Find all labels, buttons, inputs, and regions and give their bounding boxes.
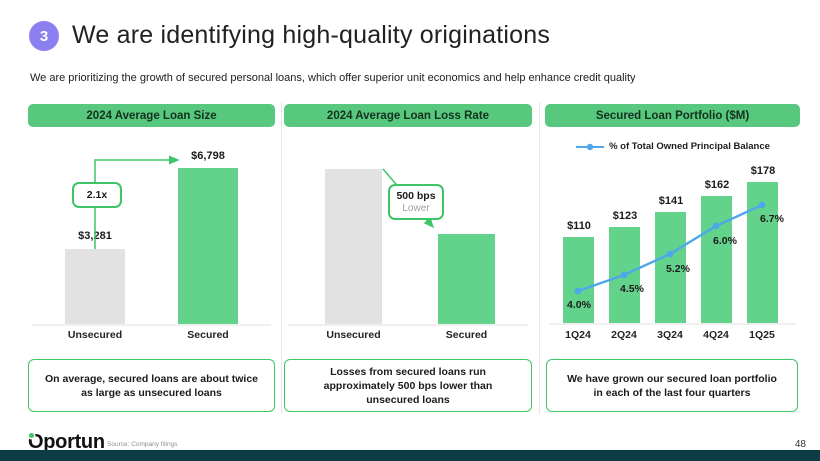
page-number: 48 — [794, 439, 806, 450]
bar-secured — [438, 234, 495, 324]
x-label-unsecured: Unsecured — [326, 329, 381, 341]
source-note: Source: Company filings — [107, 441, 178, 448]
takeaway-loan-size: On average, secured loans are about twic… — [28, 359, 275, 412]
slide-number-badge: 3 — [29, 21, 59, 51]
panel-portfolio: Secured Loan Portfolio ($M) % of Total O… — [545, 100, 800, 415]
line-series-marker-icon — [576, 143, 605, 150]
x-label-unsecured: Unsecured — [67, 329, 123, 341]
bar-value-4q24: $162 — [704, 179, 730, 191]
footer-accent-bar — [0, 450, 820, 461]
takeaway-loss-rate: Losses from secured loans run approximat… — [284, 359, 532, 412]
panel-divider — [539, 102, 540, 414]
panel-divider — [281, 102, 282, 414]
x-label-1q24: 1Q24 — [565, 329, 591, 341]
panel-loss-rate-banner: 2024 Average Loan Loss Rate — [284, 104, 532, 127]
x-label-secured: Secured — [445, 329, 488, 341]
page-subtitle: We are prioritizing the growth of secure… — [30, 72, 636, 84]
bar-value-1q25: $178 — [750, 165, 776, 177]
panel-loan-size-banner: 2024 Average Loan Size — [28, 104, 275, 127]
takeaway-portfolio: We have grown our secured loan portfolio… — [546, 359, 798, 412]
bar-4q24 — [701, 196, 732, 323]
panel-loan-size: 2024 Average Loan Size $3,281 $6,798 2.1… — [28, 100, 275, 415]
bar-unsecured — [65, 249, 125, 324]
bar-secured — [178, 168, 238, 324]
loss-gap-value: 500 bps — [396, 189, 436, 202]
logo-dot-icon — [29, 433, 34, 438]
bar-2q24 — [609, 227, 640, 323]
panel-portfolio-banner: Secured Loan Portfolio ($M) — [545, 104, 800, 127]
multiplier-annotation: 2.1x — [72, 182, 122, 208]
loss-gap-annotation: 500 bps Lower — [388, 184, 444, 220]
x-label-2q24: 2Q24 — [611, 329, 637, 341]
x-axis-line — [32, 324, 271, 326]
bar-value-unsecured: $3,281 — [78, 230, 112, 242]
bar-unsecured — [325, 169, 382, 324]
takeaway-portfolio-text: We have grown our secured loan portfolio… — [567, 372, 777, 399]
bar-1q25 — [747, 182, 778, 323]
panel-loss-rate: 2024 Average Loan Loss Rate 500 bps Lowe… — [284, 100, 532, 415]
x-label-secured: Secured — [187, 329, 229, 341]
loss-gap-qualifier: Lower — [402, 202, 430, 214]
legend-label: % of Total Owned Principal Balance — [609, 141, 770, 152]
x-axis-line — [288, 324, 528, 326]
pct-value-3q24: 5.2% — [666, 263, 690, 275]
x-label-1q25: 1Q25 — [749, 329, 775, 341]
x-axis-line — [549, 323, 796, 325]
company-logo-text: Oportun — [28, 431, 105, 453]
pct-value-2q24: 4.5% — [620, 283, 644, 295]
pct-value-4q24: 6.0% — [713, 235, 737, 247]
pct-value-1q24: 4.0% — [567, 299, 591, 311]
pct-value-1q25: 6.7% — [760, 213, 784, 225]
bar-value-secured: $6,798 — [191, 150, 225, 162]
multiplier-annotation-label: 2.1x — [86, 188, 108, 201]
company-logo: Oportun — [28, 431, 105, 454]
page-title: We are identifying high-quality originat… — [72, 21, 551, 49]
x-label-4q24: 4Q24 — [703, 329, 729, 341]
takeaway-loss-rate-text: Losses from secured loans run approximat… — [323, 365, 493, 406]
bar-value-3q24: $141 — [658, 195, 684, 207]
legend: % of Total Owned Principal Balance — [545, 141, 800, 152]
x-label-3q24: 3Q24 — [657, 329, 683, 341]
bar-value-2q24: $123 — [612, 210, 638, 222]
takeaway-loan-size-text: On average, secured loans are about twic… — [45, 372, 258, 399]
bar-value-1q24: $110 — [567, 220, 591, 232]
